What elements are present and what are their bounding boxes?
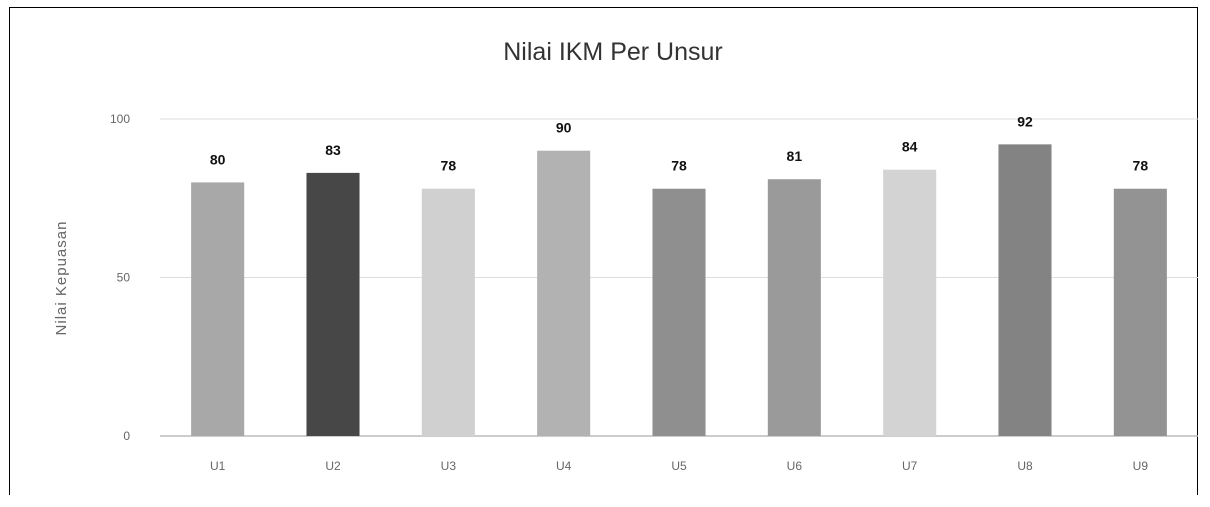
chart-title: Nilai IKM Per Unsur xyxy=(503,38,723,66)
bar xyxy=(883,169,937,436)
y-tick-label: 50 xyxy=(117,271,131,285)
y-tick-label: 100 xyxy=(110,112,130,126)
chart-frame xyxy=(9,7,1198,495)
y-axis-label: Nilai Kepuasan xyxy=(53,221,70,336)
bar xyxy=(1113,188,1167,436)
bar xyxy=(652,188,706,436)
x-tick-label: U2 xyxy=(325,459,341,473)
data-label: 78 xyxy=(671,158,687,174)
data-label: 90 xyxy=(556,120,572,136)
bar xyxy=(537,150,591,436)
data-labels: 80 83 78 90 78 81 84 92 78 xyxy=(210,113,1148,173)
x-tick-label: U7 xyxy=(902,459,918,473)
x-tick-label: U6 xyxy=(787,459,803,473)
bar xyxy=(998,144,1052,437)
x-tick-label: U8 xyxy=(1017,459,1033,473)
data-label: 81 xyxy=(787,148,803,164)
data-label: 78 xyxy=(1133,158,1149,174)
data-label: 80 xyxy=(210,151,226,167)
bar xyxy=(191,182,245,436)
x-tick-labels: U1 U2 U3 U4 U5 U6 U7 U8 U9 xyxy=(210,459,1148,473)
bar xyxy=(767,179,821,437)
bar xyxy=(306,172,360,436)
bars xyxy=(191,144,1167,437)
data-label: 84 xyxy=(902,139,918,155)
bar xyxy=(421,188,475,436)
x-tick-label: U1 xyxy=(210,459,226,473)
x-tick-label: U3 xyxy=(441,459,457,473)
y-tick-label: 0 xyxy=(123,429,130,443)
data-label: 92 xyxy=(1017,113,1033,129)
data-label: 78 xyxy=(441,158,457,174)
data-label: 83 xyxy=(325,142,341,158)
x-tick-label: U5 xyxy=(671,459,687,473)
x-tick-label: U9 xyxy=(1133,459,1149,473)
x-tick-label: U4 xyxy=(556,459,572,473)
y-tick-labels: 0 50 100 xyxy=(110,112,130,443)
